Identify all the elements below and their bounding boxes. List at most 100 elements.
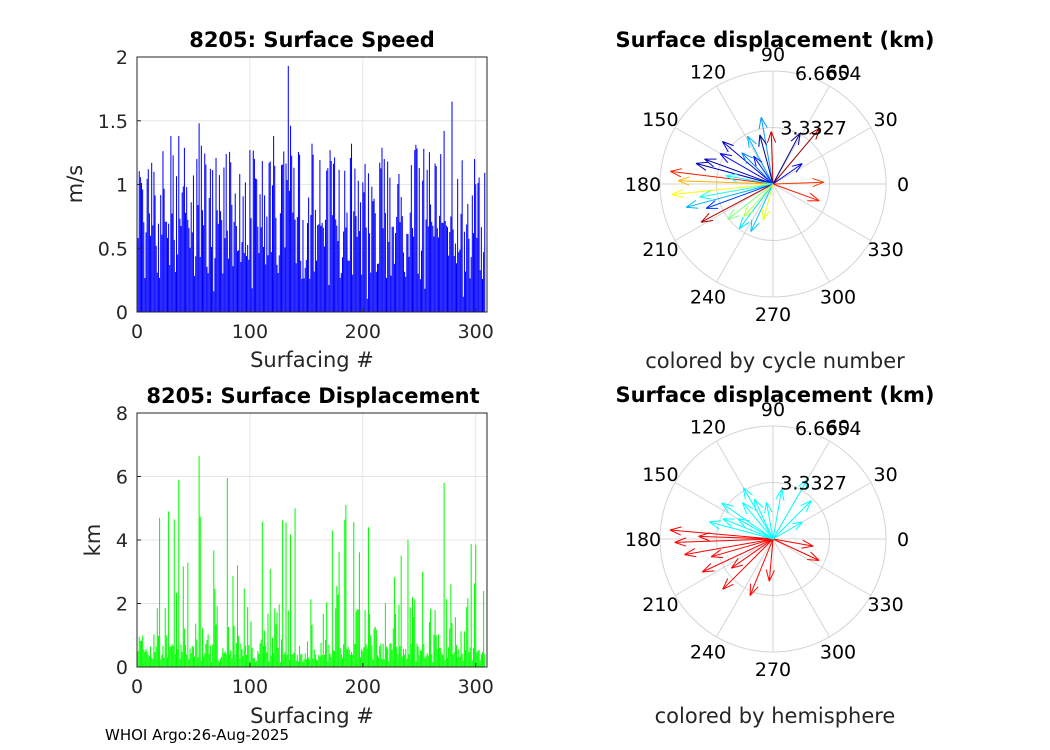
bar (163, 657, 165, 667)
bar (382, 643, 384, 667)
bar (457, 657, 459, 667)
bar (156, 608, 158, 667)
bar (283, 654, 285, 667)
bar (348, 260, 350, 312)
bar (293, 652, 295, 667)
bar (348, 649, 350, 667)
bar (427, 655, 429, 667)
bar (309, 660, 311, 667)
bar (191, 645, 193, 667)
displacement-arrowhead (753, 155, 763, 163)
bar (168, 511, 170, 667)
displacement-arrowhead (721, 141, 729, 153)
polar-angle-label: 210 (642, 239, 678, 261)
polar-angle-label: 330 (867, 239, 903, 261)
bar (216, 210, 218, 312)
bar (286, 179, 288, 312)
polar-angle-label: 30 (874, 464, 898, 486)
x-tick-label: 200 (345, 676, 381, 698)
bar (365, 227, 367, 312)
bar (201, 210, 203, 312)
bar (362, 182, 364, 312)
displacement-arrow (772, 127, 821, 185)
bar (470, 257, 472, 312)
bar (150, 235, 152, 312)
bar (173, 239, 175, 312)
bar (435, 635, 437, 667)
bar (416, 643, 418, 667)
displacement-arrowhead (768, 570, 775, 582)
bar (471, 195, 473, 312)
bar (442, 655, 444, 667)
displacement-arrowhead (701, 563, 712, 573)
displacement-arrowhead (765, 569, 770, 582)
displacement-arrowhead (669, 529, 682, 536)
bar (160, 195, 162, 312)
displacement-arrowhead (801, 545, 814, 549)
bar (432, 225, 434, 312)
bar (189, 648, 191, 667)
bar (200, 660, 202, 667)
bar (362, 651, 364, 667)
bar (480, 227, 482, 312)
bar (222, 648, 224, 667)
bar (177, 649, 179, 667)
bar (323, 246, 325, 312)
bar (405, 648, 407, 667)
bar (262, 246, 264, 312)
bar (192, 175, 194, 312)
displacement-arrowhead (809, 192, 820, 202)
bar (322, 613, 324, 667)
bar (201, 628, 203, 667)
displacement-arrowhead (747, 135, 757, 145)
bar (220, 211, 222, 312)
bar (364, 163, 366, 312)
bar (428, 152, 430, 312)
bar (287, 610, 289, 667)
displacement-arrow (722, 141, 774, 185)
displacement-arrowhead (731, 564, 744, 569)
bar (461, 653, 463, 667)
bar (426, 169, 428, 312)
polar-spoke (772, 183, 830, 283)
displacement-arrow (772, 163, 803, 185)
displacement-arrow (741, 152, 774, 185)
bar (161, 654, 163, 667)
displacement-arrow (772, 478, 809, 540)
bar (234, 193, 236, 312)
displacement-arrow (760, 117, 774, 185)
bar (476, 652, 478, 667)
bar (477, 183, 479, 312)
bar (416, 148, 418, 312)
polar-angle-label: 210 (642, 594, 678, 616)
bar (373, 628, 375, 667)
bar (463, 631, 465, 667)
bar (419, 279, 421, 312)
bar (182, 186, 184, 312)
bar (222, 273, 224, 312)
bar (209, 168, 211, 312)
bar (168, 223, 170, 312)
bar (340, 654, 342, 667)
bar (469, 278, 471, 312)
bar (286, 654, 288, 667)
displacement-arrowhead (812, 181, 824, 188)
bar (234, 654, 236, 667)
bar (380, 168, 382, 312)
bar (358, 231, 360, 312)
bar (415, 144, 417, 312)
bar (284, 652, 286, 667)
bar (388, 241, 390, 312)
bar (343, 231, 345, 312)
bar (208, 197, 210, 312)
bar (273, 653, 275, 667)
bar (326, 602, 328, 667)
bar (194, 656, 196, 667)
displacement-arrowhead (741, 152, 753, 159)
bar (242, 656, 244, 667)
bar (197, 657, 199, 667)
bar (170, 646, 172, 667)
bar (479, 270, 481, 312)
bar (426, 653, 428, 667)
bar (382, 228, 384, 312)
